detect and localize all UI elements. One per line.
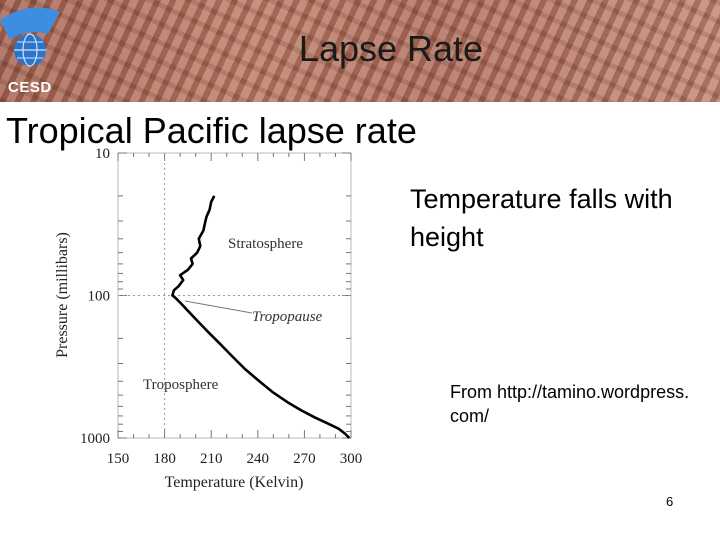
- page-number: 6: [666, 494, 674, 509]
- x-tick-label: 210: [200, 451, 223, 467]
- source-text: From http://tamino.wordpress.com/: [450, 382, 690, 426]
- slide-heading: Tropical Pacific lapse rate: [6, 110, 417, 151]
- tropopause-pointer: [184, 300, 253, 314]
- temperature-profile-line: [171, 195, 351, 439]
- y-axis-label: Pressure (millibars): [54, 232, 71, 358]
- cesd-logo: CESD: [0, 0, 110, 102]
- x-tick-label: 300: [340, 451, 363, 467]
- y-tick-labels: 10 100 1000: [80, 146, 110, 447]
- y-tick-label: 1000: [80, 431, 110, 447]
- y-tick-label: 100: [88, 289, 111, 305]
- body-text: Temperature falls with height: [410, 184, 673, 252]
- x-tick-labels: 150 180 210 240 270 300: [107, 451, 363, 467]
- x-tick-label: 240: [247, 451, 269, 467]
- annotation-stratosphere: Stratosphere: [228, 236, 303, 252]
- slide-title: Lapse Rate: [298, 28, 484, 69]
- x-axis-label: Temperature (Kelvin): [165, 474, 304, 491]
- header-banner: CESD Lapse Rate: [0, 0, 720, 102]
- gridlines: [118, 153, 351, 438]
- annotation-troposphere: Troposphere: [143, 377, 219, 393]
- y-tick-label: 10: [95, 146, 110, 162]
- x-tick-label: 180: [153, 451, 176, 467]
- x-tick-label: 150: [107, 451, 130, 467]
- x-tick-label: 270: [293, 451, 316, 467]
- lapse-rate-chart: 150 180 210 240 270 300 10 100 1000 Stratospher…: [54, 146, 363, 491]
- logo-text: CESD: [8, 79, 52, 96]
- globe-icon: [0, 7, 60, 67]
- annotation-tropopause: Tropopause: [252, 309, 323, 325]
